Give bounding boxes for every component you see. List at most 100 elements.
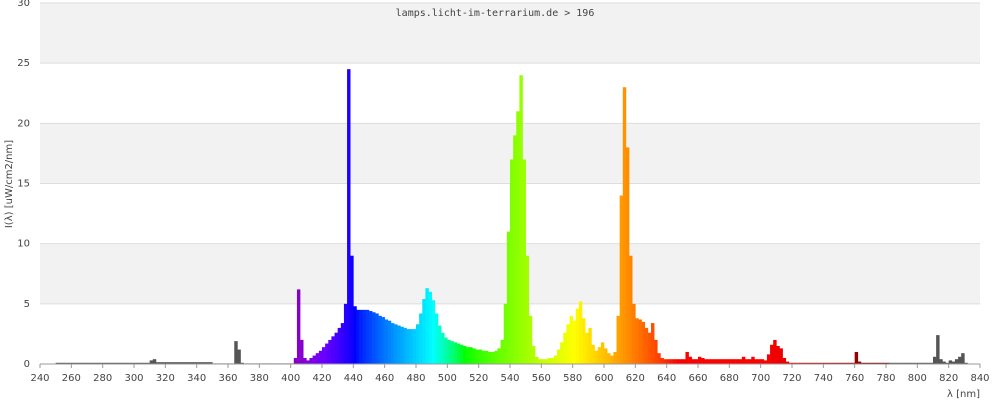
spectrum-bar [55, 362, 60, 364]
spectrum-bar [886, 362, 890, 364]
spectrum-bar [795, 362, 799, 364]
x-tick-label: 740 [814, 373, 833, 384]
spectrum-bar [735, 359, 740, 364]
spectrum-bar [240, 362, 244, 364]
spectrum-bar [757, 359, 761, 364]
spectrum-bar [616, 315, 620, 364]
y-tick-label: 30 [17, 0, 30, 9]
spectrum-bar [318, 350, 323, 364]
spectrum-bar [741, 356, 746, 364]
y-tick-label: 0 [24, 359, 30, 370]
spectrum-bar [296, 289, 301, 364]
spectrum-bar [882, 362, 887, 364]
spectrum-bar [597, 347, 602, 364]
spectrum-bar [500, 339, 505, 364]
y-tick-label: 5 [24, 299, 30, 310]
spectrum-bar [334, 332, 338, 364]
spectrum-bar [547, 357, 552, 364]
spectrum-bar [672, 359, 677, 364]
spectrum-bar [469, 347, 473, 364]
spectrum-bar [954, 359, 959, 364]
spectrum-bar [572, 320, 577, 364]
y-tick-label: 10 [17, 239, 30, 250]
spectrum-bar [942, 361, 946, 364]
spectrum-bar [108, 362, 113, 364]
spectrum-bar [422, 299, 426, 364]
spectrum-bar [397, 325, 401, 364]
spectrum-bar [578, 301, 583, 364]
y-axis-label: I(λ) [uW/cm2/nm] [4, 140, 15, 228]
y-tick-label: 20 [17, 118, 30, 129]
spectrum-bar [65, 362, 69, 364]
spectrum-bar [638, 319, 642, 364]
spectrum-bar [105, 362, 110, 364]
x-axis-label: λ [nm] [947, 389, 980, 400]
spectrum-bar [403, 327, 407, 364]
spectrum-bar [187, 362, 191, 364]
spectrum-bar [347, 69, 351, 364]
spectrum-bar [506, 231, 511, 364]
spectrum-bar [71, 362, 75, 364]
spectrum-bar [751, 356, 755, 364]
spectrum-bar [522, 159, 526, 364]
spectrum-bar [155, 362, 160, 364]
spectrum-bar [359, 309, 364, 364]
spectrum-bar [873, 362, 877, 364]
spectrum-bar [174, 362, 179, 364]
spectrum-bar [553, 355, 558, 364]
spectrum-bar [948, 360, 953, 364]
spectrum-bar [901, 362, 906, 364]
spectrum-bar [625, 147, 630, 364]
spectrum-bar [171, 362, 176, 364]
x-tick-label: 760 [845, 373, 864, 384]
spectrum-bar [90, 362, 94, 364]
spectrum-bar [419, 313, 423, 364]
spectrum-bar [387, 320, 392, 364]
spectrum-bar [416, 324, 420, 364]
spectrum-bar [315, 353, 320, 364]
spectrum-bar [926, 362, 931, 364]
spectrum-bar [525, 255, 530, 364]
grid-band [40, 3, 980, 64]
spectrum-bar [447, 339, 451, 364]
spectrum-bar [898, 362, 902, 364]
spectrum-bar [328, 339, 332, 364]
spectrum-bar [557, 349, 561, 364]
spectrum-bar [641, 321, 646, 364]
spectrum-bar [431, 300, 436, 364]
spectrum-bar [209, 362, 213, 364]
spectrum-bar [889, 362, 893, 364]
spectrum-bar [857, 361, 862, 364]
spectrum-bar [591, 344, 595, 364]
spectrum-bar [510, 159, 514, 364]
plot-layer [39, 2, 981, 368]
spectrum-bar [491, 351, 495, 364]
spectrum-bar [102, 362, 107, 364]
spectrum-bar [306, 360, 310, 364]
spectrum-bar [958, 356, 962, 364]
x-tick-label: 720 [782, 373, 801, 384]
spectrum-bar [704, 359, 708, 364]
spectrum-bar [541, 359, 545, 364]
spectrum-bar [776, 345, 780, 364]
x-tick-label: 780 [876, 373, 895, 384]
spectrum-bar [472, 348, 476, 364]
spectrum-bar [560, 342, 564, 364]
spectrum-bar [353, 306, 357, 364]
spectrum-bar [723, 359, 727, 364]
spectrum-bar [181, 362, 185, 364]
x-tick-label: 700 [751, 373, 770, 384]
spectrum-bar [813, 362, 818, 364]
spectrum-bar [96, 362, 100, 364]
spectrum-bar [444, 337, 448, 364]
spectrum-bar [698, 356, 702, 364]
spectrum-bar [688, 356, 693, 364]
x-tick-label: 300 [124, 373, 143, 384]
spectrum-bar [199, 362, 204, 364]
x-tick-label: 260 [62, 373, 81, 384]
spectrum-bar [513, 135, 517, 364]
spectrum-bar [691, 359, 696, 364]
spectrum-bar [773, 339, 777, 364]
spectrum-bar [112, 362, 116, 364]
spectrum-bar [87, 362, 91, 364]
